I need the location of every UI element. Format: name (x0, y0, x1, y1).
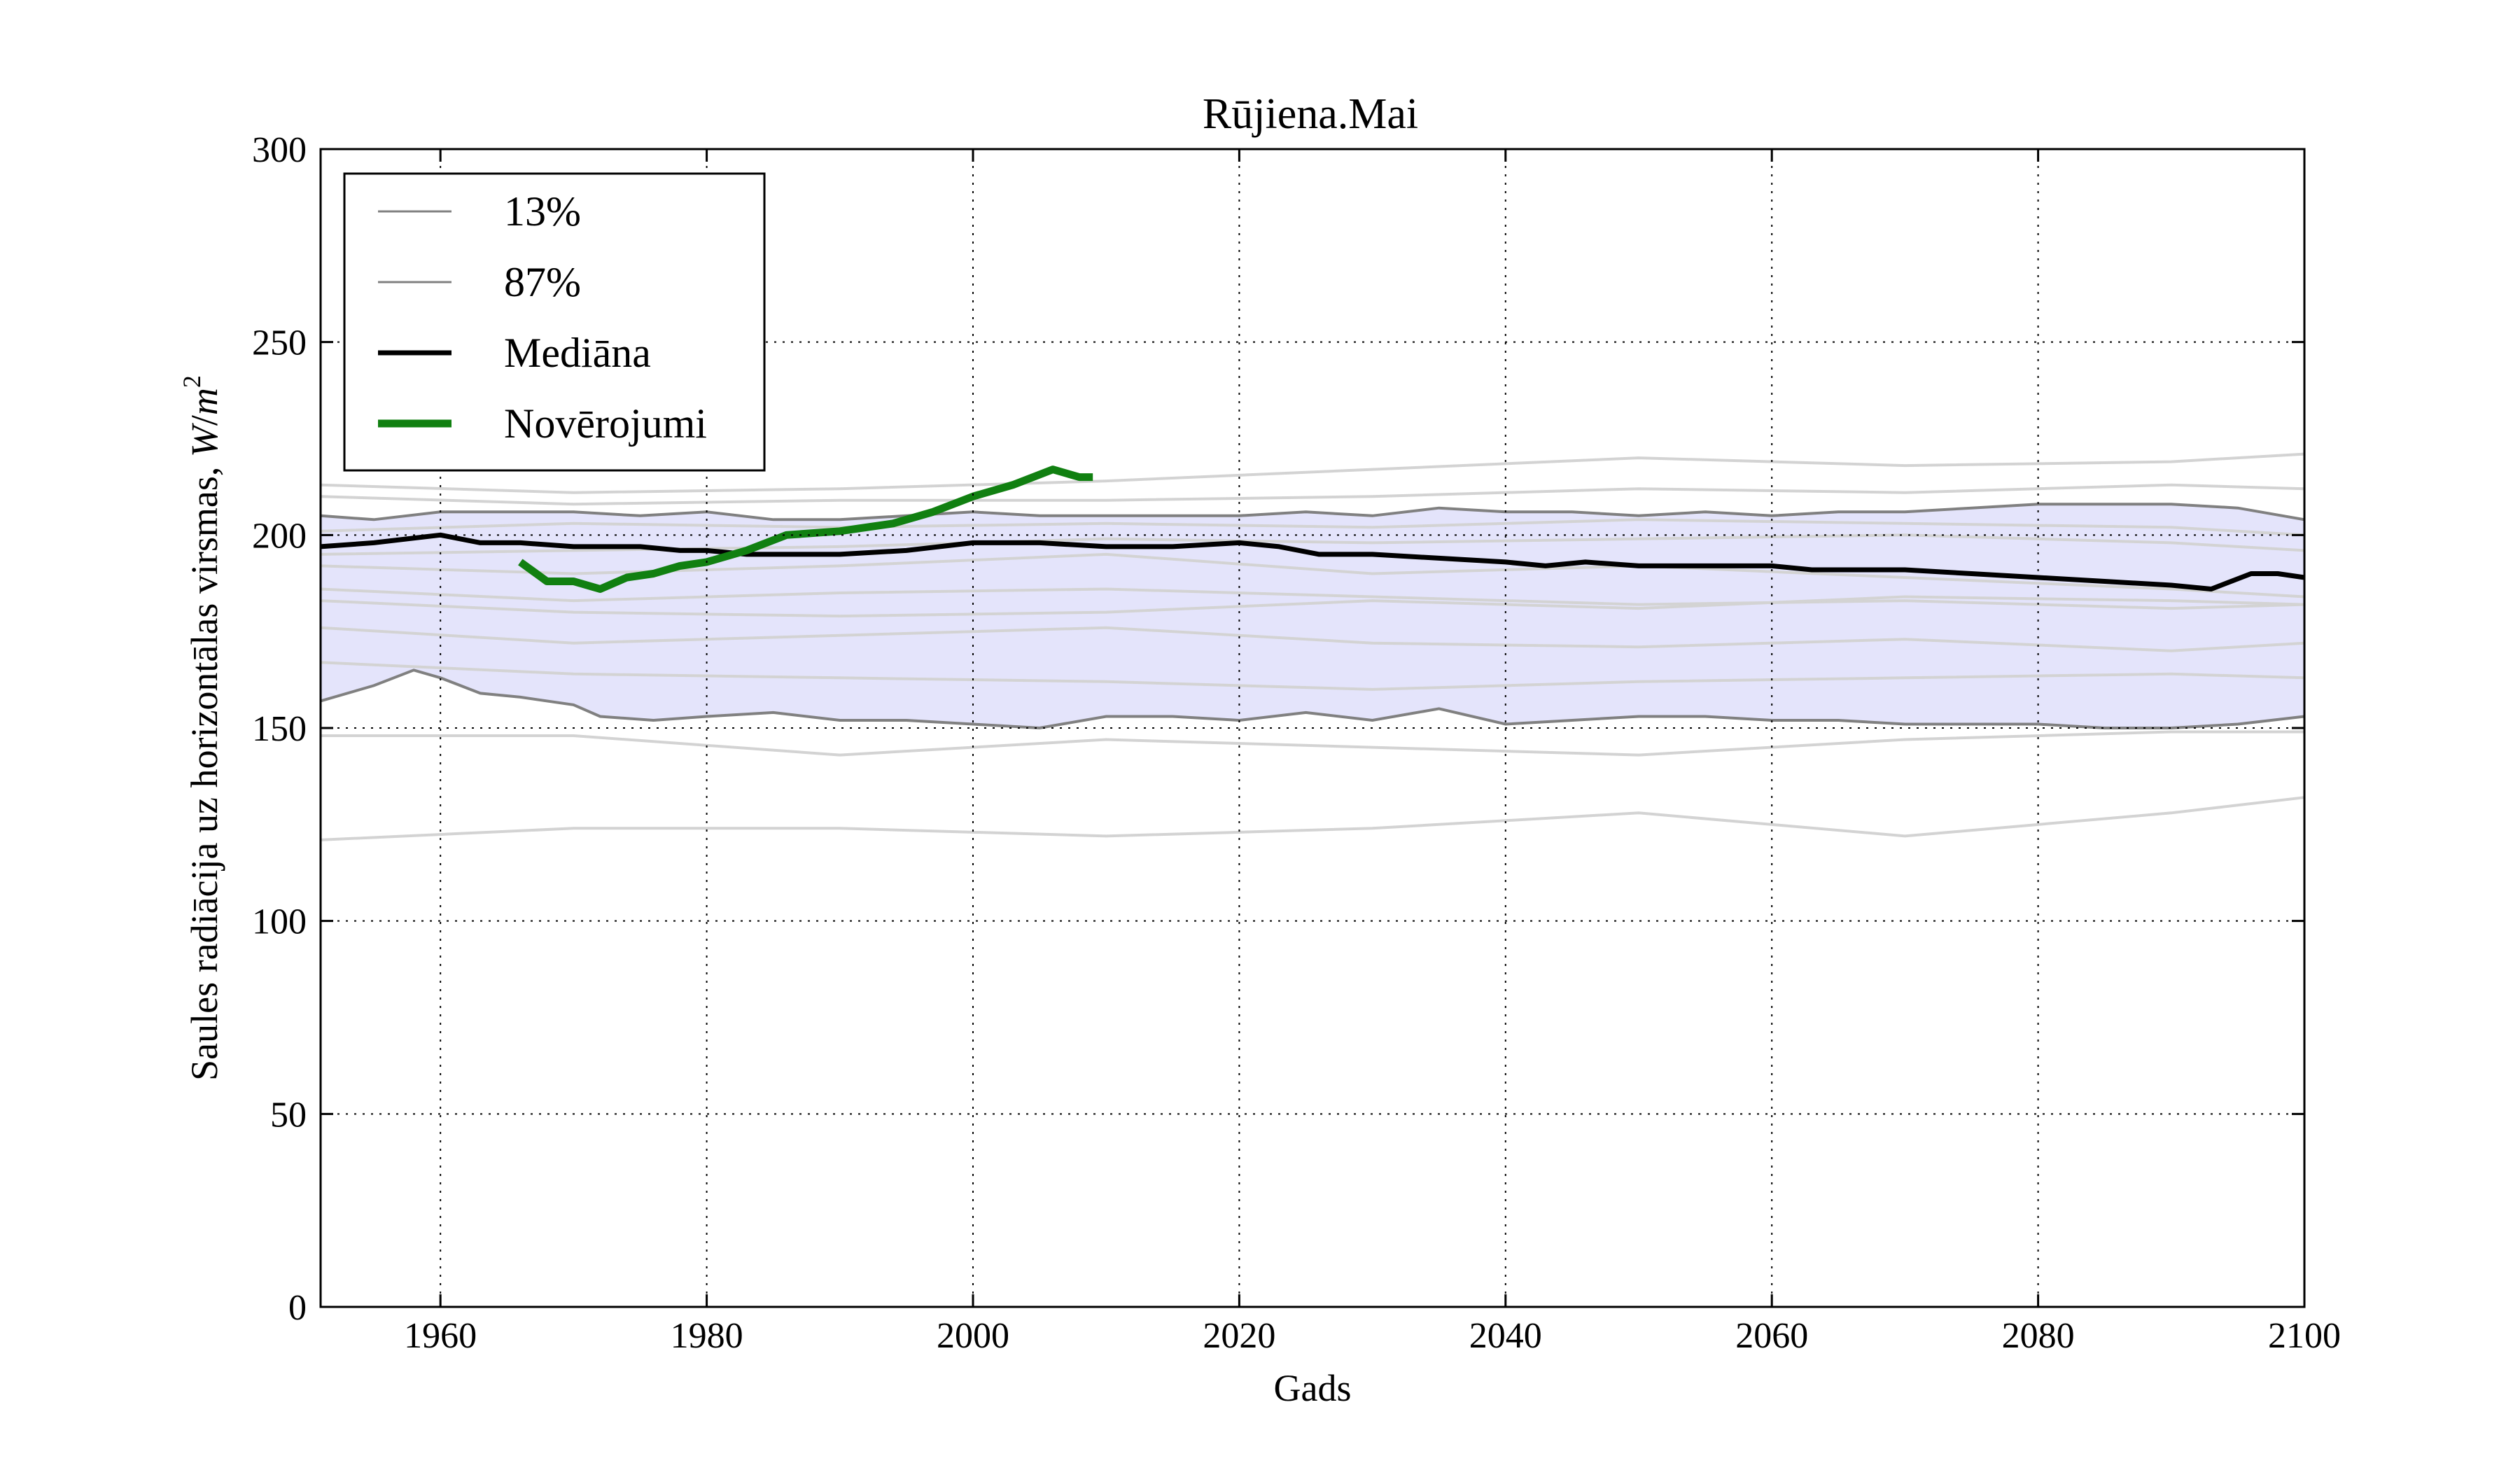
legend-label-13: 13% (504, 188, 581, 234)
x-tick-label-2020: 2020 (1203, 1316, 1275, 1356)
ensemble-member-line-6 (320, 587, 2305, 610)
y-tick-label-300: 300 (252, 130, 307, 170)
x-tick-label-1960: 1960 (404, 1316, 477, 1356)
x-axis-label: Gads (1274, 1367, 1352, 1409)
x-tick-label-2040: 2040 (1469, 1316, 1542, 1356)
ensemble-member-line-8 (320, 626, 2305, 652)
legend-label-87: 87% (504, 259, 581, 305)
chart-title: Rūjiena.Mai (1203, 90, 1418, 138)
y-axis-unit-var: W (183, 422, 225, 457)
x-tick-label-1980: 1980 (671, 1316, 743, 1356)
median-line (320, 532, 2305, 592)
y-axis-unit-sep: / (183, 415, 225, 426)
y-tick-label-250: 250 (252, 323, 307, 363)
y-tick-label-100: 100 (252, 902, 307, 942)
legend: 13% 87% Mediāna Novērojumi (343, 172, 766, 472)
legend-label-observations: Novērojumi (504, 400, 707, 447)
grid-lines (321, 149, 2304, 1307)
ensemble-member-line-3 (320, 518, 2305, 537)
plot-area (320, 452, 2305, 841)
percentile-13-line (320, 668, 2305, 730)
axis-ticks: 1960 1980 2000 2020 2040 2060 2080 2100 0 50 100 15… (252, 130, 2341, 1356)
y-axis-label-text: Saules radiācija uz horizontālas virsmas… (183, 467, 225, 1081)
y-tick-label-0: 0 (288, 1288, 307, 1328)
observations-line (518, 465, 1093, 593)
y-tick-label-150: 150 (252, 709, 307, 749)
x-tick-label-2000: 2000 (937, 1316, 1009, 1356)
y-tick-label-200: 200 (252, 516, 307, 556)
x-tick-label-2100: 2100 (2268, 1316, 2341, 1356)
y-axis-unit-exp: 2 (178, 375, 206, 388)
percentile-87-line (320, 503, 2305, 522)
y-tick-label-50: 50 (270, 1095, 307, 1135)
y-axis-label: Saules radiācija uz horizontālas virsmas… (178, 375, 225, 1081)
ensemble-member-line-10 (321, 730, 2304, 757)
x-tick-label-2060: 2060 (1735, 1316, 1808, 1356)
ensemble-member-line-2 (320, 483, 2305, 506)
y-axis-unit-base: m (183, 388, 225, 415)
legend-label-median: Mediāna (504, 330, 651, 376)
x-tick-label-2080: 2080 (2002, 1316, 2075, 1356)
percentile-band (321, 504, 2304, 728)
ensemble-member-line-7 (320, 595, 2305, 618)
ensemble-member-line-1 (320, 452, 2305, 494)
ensemble-member-line-11 (320, 796, 2305, 841)
ensemble-member-line-9 (320, 661, 2305, 691)
